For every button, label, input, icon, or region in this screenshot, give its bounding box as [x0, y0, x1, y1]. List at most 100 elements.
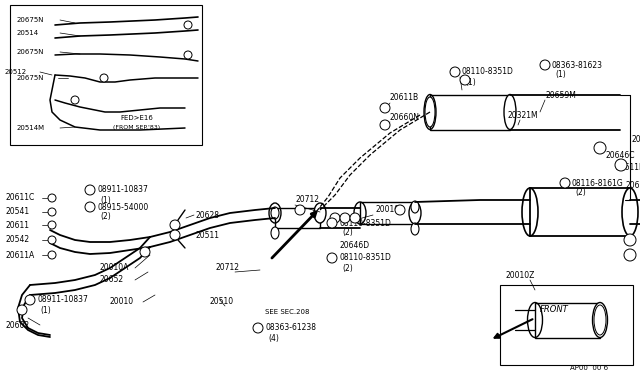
- Text: 08911-10837: 08911-10837: [37, 295, 88, 305]
- Circle shape: [327, 218, 337, 228]
- Circle shape: [85, 185, 95, 195]
- Ellipse shape: [271, 207, 279, 219]
- Circle shape: [340, 213, 350, 223]
- Circle shape: [395, 205, 405, 215]
- Text: 20675N: 20675N: [17, 17, 45, 23]
- Ellipse shape: [411, 201, 419, 213]
- Text: (4): (4): [268, 334, 279, 343]
- Text: 20514: 20514: [17, 30, 39, 36]
- Text: 20514M: 20514M: [17, 125, 45, 131]
- Text: B: B: [452, 70, 458, 74]
- Bar: [500, 285, 633, 365]
- Circle shape: [48, 236, 56, 244]
- Ellipse shape: [269, 203, 281, 223]
- Text: 20675N: 20675N: [17, 75, 45, 81]
- Text: (2): (2): [342, 228, 353, 237]
- Circle shape: [560, 178, 570, 188]
- Ellipse shape: [622, 188, 638, 236]
- Text: 20541: 20541: [5, 208, 29, 217]
- Text: 08363-81623: 08363-81623: [552, 61, 603, 70]
- Circle shape: [140, 247, 150, 257]
- Text: 08915-54000: 08915-54000: [97, 202, 148, 212]
- Circle shape: [327, 253, 337, 263]
- Text: 20512: 20512: [5, 69, 27, 75]
- Text: 20010Z: 20010Z: [505, 270, 534, 279]
- Circle shape: [594, 142, 606, 154]
- Text: S: S: [543, 62, 547, 67]
- Bar: [530, 188, 630, 236]
- Circle shape: [100, 74, 108, 82]
- Text: 20660N: 20660N: [390, 113, 420, 122]
- Text: 20628: 20628: [195, 211, 219, 219]
- Circle shape: [71, 96, 79, 104]
- Ellipse shape: [271, 227, 279, 239]
- Circle shape: [350, 213, 360, 223]
- Bar: [10, 5, 202, 145]
- Text: B: B: [330, 256, 335, 260]
- Circle shape: [85, 202, 95, 212]
- Ellipse shape: [425, 97, 435, 127]
- Bar: [360, 202, 415, 224]
- Circle shape: [540, 60, 550, 70]
- Text: 08363-61238: 08363-61238: [265, 324, 316, 333]
- Text: B: B: [330, 221, 335, 225]
- Text: 20712: 20712: [215, 263, 239, 273]
- Text: FRONT: FRONT: [540, 305, 569, 314]
- Text: 20712: 20712: [295, 196, 319, 205]
- Ellipse shape: [314, 203, 326, 223]
- Ellipse shape: [504, 94, 516, 129]
- Text: N: N: [87, 187, 93, 192]
- Text: 20542: 20542: [5, 235, 29, 244]
- Circle shape: [17, 305, 27, 315]
- Text: W: W: [86, 205, 93, 209]
- Text: 08116-8161G: 08116-8161G: [572, 179, 624, 187]
- Ellipse shape: [411, 223, 419, 235]
- Circle shape: [25, 295, 35, 305]
- Text: 20321M: 20321M: [508, 110, 539, 119]
- Text: 20646C: 20646C: [605, 151, 634, 160]
- Circle shape: [624, 234, 636, 246]
- Text: N: N: [28, 298, 33, 302]
- Circle shape: [450, 67, 460, 77]
- Text: AP00  00 6: AP00 00 6: [570, 365, 608, 371]
- Text: 20010A: 20010A: [100, 263, 129, 273]
- Text: 20646D: 20646D: [340, 241, 370, 250]
- Text: 08110-8351D: 08110-8351D: [339, 253, 391, 263]
- Circle shape: [460, 75, 470, 85]
- Ellipse shape: [409, 202, 421, 224]
- Text: 20611B: 20611B: [390, 93, 419, 103]
- Circle shape: [295, 205, 305, 215]
- Text: 20010A: 20010A: [375, 205, 404, 215]
- Text: S: S: [256, 326, 260, 330]
- Text: 20611: 20611: [5, 221, 29, 230]
- Circle shape: [170, 220, 180, 230]
- Text: 20611C: 20611C: [5, 193, 35, 202]
- Circle shape: [48, 221, 56, 229]
- Text: 08110-8351D: 08110-8351D: [339, 218, 391, 228]
- Circle shape: [48, 251, 56, 259]
- Circle shape: [48, 208, 56, 216]
- Text: FED>E16: FED>E16: [120, 115, 153, 121]
- Text: (2): (2): [100, 212, 111, 221]
- Text: 20611B: 20611B: [615, 164, 640, 173]
- Text: 20659M: 20659M: [545, 90, 576, 99]
- Text: (1): (1): [555, 71, 566, 80]
- Circle shape: [380, 120, 390, 130]
- Ellipse shape: [593, 302, 607, 337]
- Text: 20675N: 20675N: [17, 49, 45, 55]
- Ellipse shape: [424, 94, 436, 129]
- Circle shape: [170, 230, 180, 240]
- Text: 08110-8351D: 08110-8351D: [462, 67, 514, 77]
- Text: (1): (1): [40, 305, 51, 314]
- Text: (FROM SEP.'83): (FROM SEP.'83): [113, 125, 160, 131]
- Ellipse shape: [522, 188, 538, 236]
- Text: 20511: 20511: [195, 231, 219, 240]
- Bar: [535, 303, 600, 338]
- Text: 20510: 20510: [210, 298, 234, 307]
- Text: 20010: 20010: [110, 298, 134, 307]
- Circle shape: [253, 323, 263, 333]
- Text: 20602: 20602: [5, 321, 29, 330]
- Text: (1): (1): [100, 196, 111, 205]
- Text: 20658M: 20658M: [625, 180, 640, 189]
- Circle shape: [48, 194, 56, 202]
